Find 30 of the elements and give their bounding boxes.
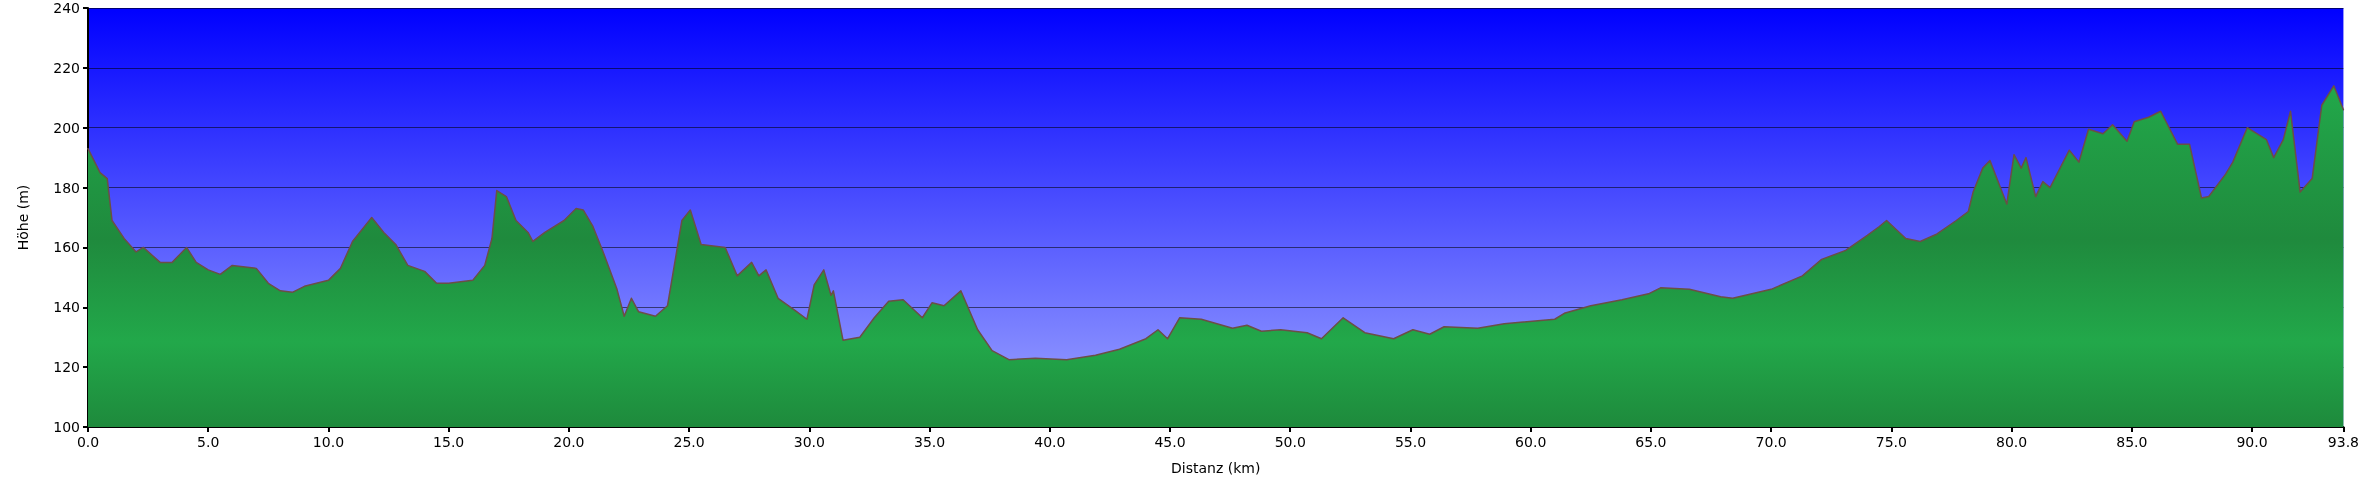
y-tick-label: 160 <box>53 239 80 256</box>
x-tick-label: 75.0 <box>1875 434 1907 450</box>
y-tick-label: 240 <box>53 0 80 16</box>
x-tick-label: 10.0 <box>312 434 345 450</box>
x-tick-label: 85.0 <box>2116 434 2148 450</box>
x-tick-label: 20.0 <box>553 434 585 450</box>
x-tick-label: 65.0 <box>1635 434 1667 450</box>
x-tick-label: 45.0 <box>1154 434 1186 450</box>
x-tick-label: 50.0 <box>1274 434 1306 450</box>
y-tick-label: 220 <box>53 59 80 76</box>
x-tick-label: 90.0 <box>2236 434 2268 450</box>
y-tick-label: 140 <box>53 299 80 316</box>
x-tick-label: 70.0 <box>1755 434 1787 450</box>
y-tick-label: 200 <box>53 119 80 136</box>
x-tick-label: 0.0 <box>76 434 100 450</box>
x-tick-label: 5.0 <box>197 434 220 450</box>
y-axis-title: Höhe (m) <box>15 184 31 251</box>
x-tick-label: 60.0 <box>1515 434 1547 450</box>
x-tick-label: 35.0 <box>913 434 946 450</box>
x-tick-label: 93.8 <box>2327 434 2359 450</box>
y-tick-label: 100 <box>53 419 80 435</box>
x-tick-label: 30.0 <box>793 434 825 450</box>
x-tick-label: 80.0 <box>1996 434 2028 450</box>
x-tick-label: 15.0 <box>433 434 465 450</box>
y-tick-label: 120 <box>53 359 80 376</box>
x-tick-label: 25.0 <box>673 434 705 450</box>
x-tick-label: 55.0 <box>1394 434 1427 450</box>
y-tick-label: 180 <box>53 179 80 196</box>
x-tick-label: 40.0 <box>1034 434 1066 450</box>
x-axis-title: Distanz (km) <box>1171 460 1261 476</box>
